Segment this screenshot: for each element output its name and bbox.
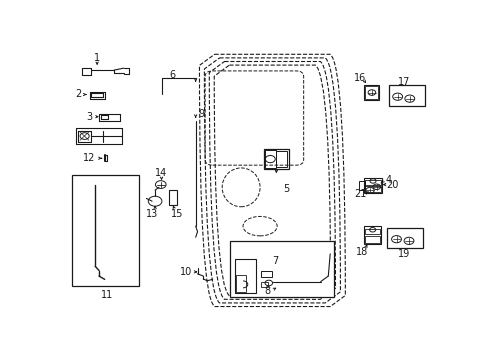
Bar <box>386 228 422 248</box>
Text: 21: 21 <box>354 189 366 199</box>
Text: 6: 6 <box>169 70 176 80</box>
Text: 16: 16 <box>354 73 366 83</box>
Bar <box>276 151 286 167</box>
Bar <box>364 177 382 193</box>
Text: 18: 18 <box>356 247 368 257</box>
Bar <box>358 181 365 190</box>
Text: 5: 5 <box>283 184 289 194</box>
Text: 19: 19 <box>397 249 409 259</box>
Bar <box>235 260 256 293</box>
Text: 7: 7 <box>271 256 278 266</box>
Text: 4: 4 <box>385 175 391 185</box>
Bar <box>72 175 139 286</box>
Text: 12: 12 <box>83 153 96 163</box>
Bar <box>264 149 288 169</box>
Text: 14: 14 <box>155 168 167 179</box>
Bar <box>229 242 333 297</box>
Text: 20: 20 <box>386 180 398 190</box>
Bar <box>365 229 379 234</box>
Bar <box>260 270 272 278</box>
Text: 9: 9 <box>198 109 204 119</box>
Bar <box>364 226 381 244</box>
Bar <box>364 85 379 100</box>
Bar <box>365 236 379 243</box>
Bar <box>365 186 380 192</box>
Text: 11: 11 <box>100 291 113 301</box>
Bar <box>260 282 267 287</box>
Text: 17: 17 <box>397 77 409 87</box>
Text: 15: 15 <box>170 209 183 219</box>
Bar <box>388 85 424 105</box>
Text: 10: 10 <box>180 267 192 277</box>
Text: 1: 1 <box>94 53 100 63</box>
Text: 2: 2 <box>75 90 81 99</box>
Text: 8: 8 <box>264 286 270 296</box>
Bar <box>365 180 380 185</box>
Text: 13: 13 <box>145 209 158 219</box>
Bar <box>264 150 275 168</box>
Bar <box>365 86 377 99</box>
Text: 3: 3 <box>86 112 92 122</box>
Bar <box>169 190 177 205</box>
Bar <box>236 275 245 292</box>
